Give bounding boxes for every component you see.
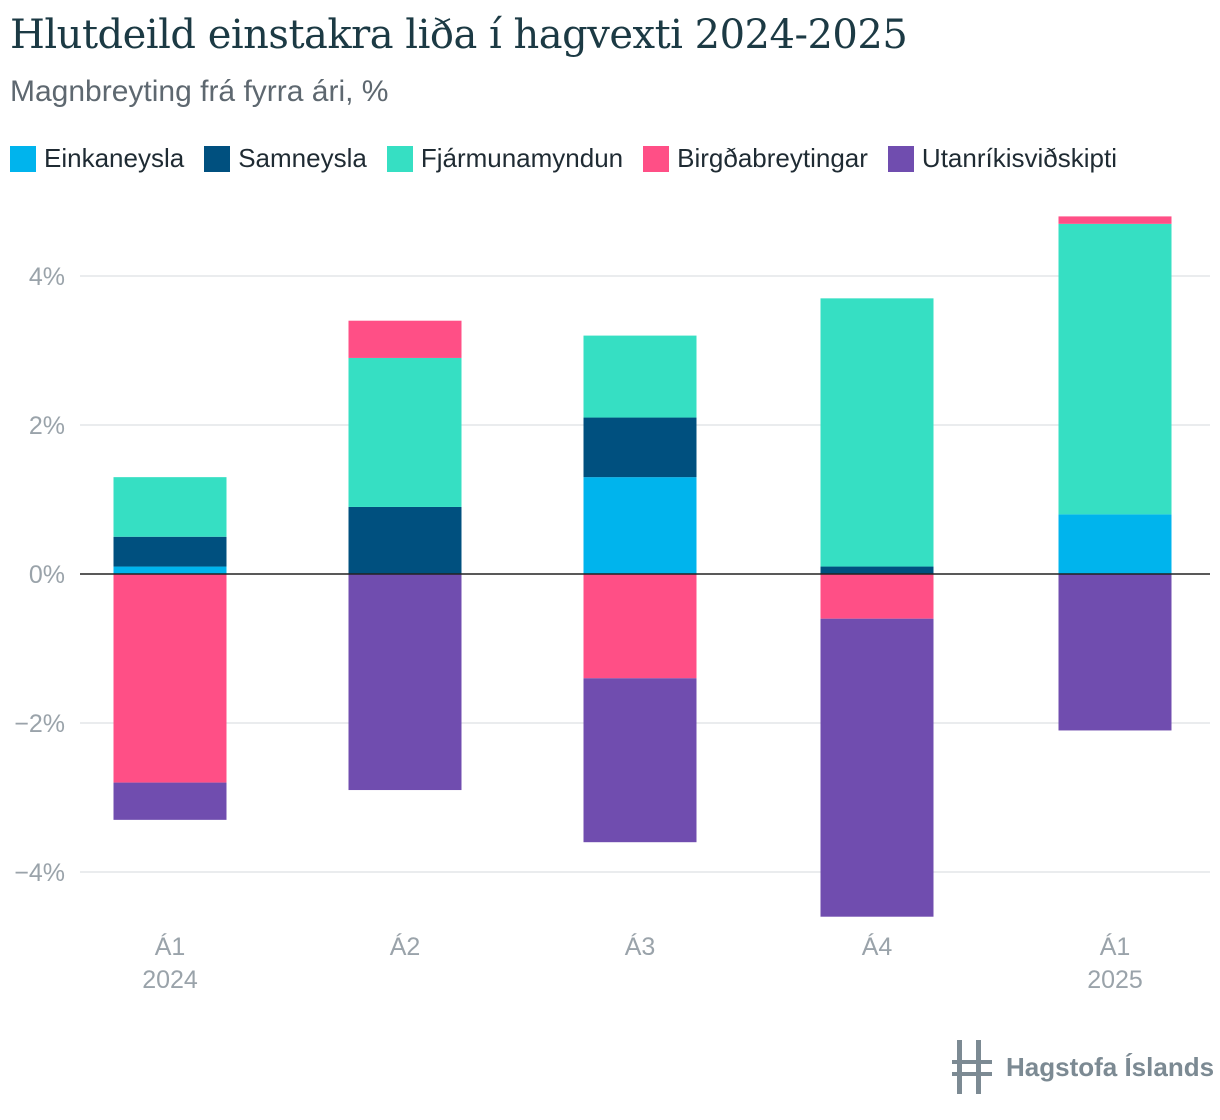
legend-label-einkaneysla: Einkaneysla — [44, 143, 185, 173]
y-tick-label: −2% — [14, 710, 65, 738]
bar-segment-fjármunamyndun — [113, 477, 227, 537]
bar-segment-birgðabreytingar — [583, 574, 697, 679]
bar-segment-utanríkisviðskipti — [113, 782, 227, 820]
y-tick-label: 4% — [29, 263, 65, 291]
bar-segment-einkaneysla — [1058, 514, 1172, 574]
x-tick-label: Á1 — [1100, 932, 1131, 961]
x-tick-label: Á3 — [625, 932, 656, 961]
legend-swatch-samneysla — [204, 145, 231, 172]
legend-label-utanrikisvidskipti: Utanríkisviðskipti — [921, 143, 1117, 173]
bar-chart: −4% −2% 0% 2% 4% Á1 2024 Á2 Á3 Á4 Á1 2025 — [14, 216, 1210, 994]
bar-segment-fjármunamyndun — [1058, 223, 1172, 515]
bar-segment-birgðabreytingar — [348, 320, 462, 358]
legend-swatch-birgdabreytingar — [643, 145, 670, 172]
bar-segment-einkaneysla — [113, 566, 227, 574]
x-tick-label: Á1 — [155, 932, 186, 961]
bar-segment-fjármunamyndun — [583, 335, 697, 418]
bar-segment-utanríkisviðskipti — [348, 574, 462, 791]
legend-swatch-fjarmunamyndun — [386, 145, 413, 172]
chart-subtitle: Magnbreyting frá fyrra ári, % — [10, 75, 389, 108]
bar-segment-samneysla — [820, 566, 934, 574]
hagstofa-logo-text: Hagstofa Íslands — [1006, 1051, 1215, 1082]
hagstofa-logo-icon — [952, 1040, 992, 1094]
legend-swatch-utanrikisvidskipti — [887, 145, 914, 172]
legend-item-utanrikisvidskipti: Utanríkisviðskipti — [887, 143, 1117, 174]
chart-title: Hlutdeild einstakra liða í hagvexti 2024… — [10, 12, 908, 58]
x-tick-label: Á4 — [862, 932, 893, 961]
hagstofa-logo: Hagstofa Íslands — [952, 1040, 1214, 1094]
bar-segment-fjármunamyndun — [820, 298, 934, 567]
bar-segment-birgðabreytingar — [113, 574, 227, 783]
bar-segment-samneysla — [348, 506, 462, 574]
bar-segment-birgðabreytingar — [1058, 216, 1172, 224]
legend-item-birgdabreytingar: Birgðabreytingar — [643, 143, 868, 174]
bar-segment-fjármunamyndun — [348, 357, 462, 507]
legend: Einkaneysla Samneysla Fjármunamyndun Bir… — [10, 143, 1137, 174]
y-tick-label: 2% — [29, 412, 65, 440]
bar-segment-einkaneysla — [583, 477, 697, 574]
y-tick-label: 0% — [29, 561, 65, 589]
x-tick-year-label: 2025 — [1087, 966, 1143, 994]
legend-swatch-einkaneysla — [10, 145, 36, 172]
legend-item-fjarmunamyndun: Fjármunamyndun — [386, 143, 624, 174]
bar-segment-samneysla — [583, 417, 697, 478]
bar-segment-samneysla — [113, 536, 227, 567]
x-tick-year-label: 2024 — [142, 966, 198, 994]
bar-segment-birgðabreytingar — [820, 574, 934, 619]
y-tick-label: −4% — [14, 859, 65, 887]
legend-label-birgdabreytingar: Birgðabreytingar — [677, 143, 868, 173]
legend-item-samneysla: Samneysla — [204, 143, 367, 174]
legend-item-einkaneysla: Einkaneysla — [10, 143, 184, 174]
bar-segment-utanríkisviðskipti — [820, 618, 934, 917]
bar-layer — [113, 216, 1172, 917]
legend-label-samneysla: Samneysla — [238, 143, 367, 173]
bar-segment-utanríkisviðskipti — [1058, 574, 1172, 731]
legend-label-fjarmunamyndun: Fjármunamyndun — [420, 143, 624, 173]
label-layer: −4% −2% 0% 2% 4% Á1 2024 Á2 Á3 Á4 Á1 2025 — [14, 263, 1143, 994]
x-tick-label: Á2 — [390, 932, 421, 961]
bar-segment-utanríkisviðskipti — [583, 678, 697, 843]
